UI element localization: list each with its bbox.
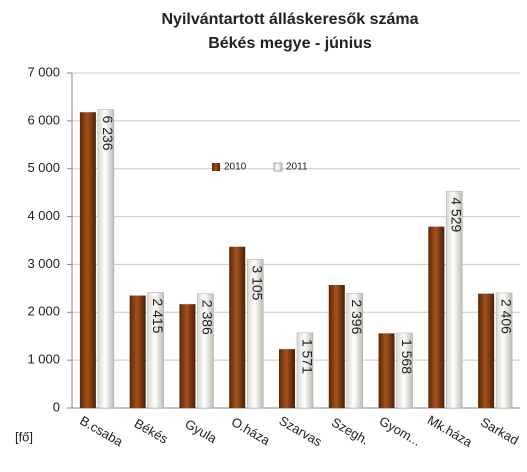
value-label: 2 386 [200,300,216,335]
y-tick-label: 1 000 [27,352,60,367]
bar [396,332,413,409]
y-tick-label: 7 000 [27,64,60,79]
bar [79,112,96,408]
value-label: 2 396 [349,299,365,334]
y-tick-label: 0 [53,399,60,414]
bar [446,191,463,409]
y-tick-label: 4 000 [27,208,60,223]
x-tick-label: Szegh. [329,414,372,447]
value-label: 1 571 [299,339,315,374]
chart-title: Nyilvántartott álláskeresők száma [161,11,418,28]
y-axis-label: [fő] [15,429,33,444]
bar [478,293,495,408]
value-label: 6 236 [100,116,116,151]
value-label: 4 529 [449,197,465,232]
y-tick-label: 5 000 [27,160,60,175]
x-tick-label: Gyula [183,416,221,446]
legend-swatch [212,163,220,171]
bar [229,246,246,408]
legend-swatch [273,162,283,172]
legend-label: 2011 [286,162,308,173]
x-tick-label: B.csaba [77,413,126,450]
bar [147,292,164,409]
x-tick-label: Mk.háza [425,412,476,450]
bar [328,285,345,408]
bar [495,292,513,409]
value-label: 2 406 [498,299,514,334]
y-tick-label: 6 000 [27,112,60,127]
value-label: 2 415 [150,298,166,333]
bar [246,259,264,409]
bar [279,349,295,408]
chart-subtitle: Békés megye - június [208,35,372,52]
bar [428,226,445,408]
x-tick-label: Sarkad [478,414,521,448]
value-label: 1 568 [399,339,415,374]
bar [197,293,214,409]
x-tick-label: Békés [132,416,171,447]
x-tick-label: O.háza [229,414,273,448]
x-tick-label: Szarvas [276,413,325,450]
x-tick-label: Gyom... [377,413,424,449]
bar [378,333,395,408]
bar [179,304,196,408]
value-label: 3 105 [250,265,266,300]
bar [97,109,115,409]
bar [346,293,364,409]
bar [296,332,314,409]
y-tick-label: 3 000 [27,256,60,271]
bar [129,295,146,408]
y-tick-label: 2 000 [27,304,60,319]
legend-label: 2010 [224,162,247,173]
